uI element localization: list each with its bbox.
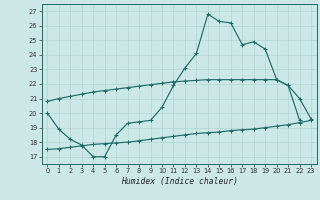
X-axis label: Humidex (Indice chaleur): Humidex (Indice chaleur) [121, 177, 238, 186]
